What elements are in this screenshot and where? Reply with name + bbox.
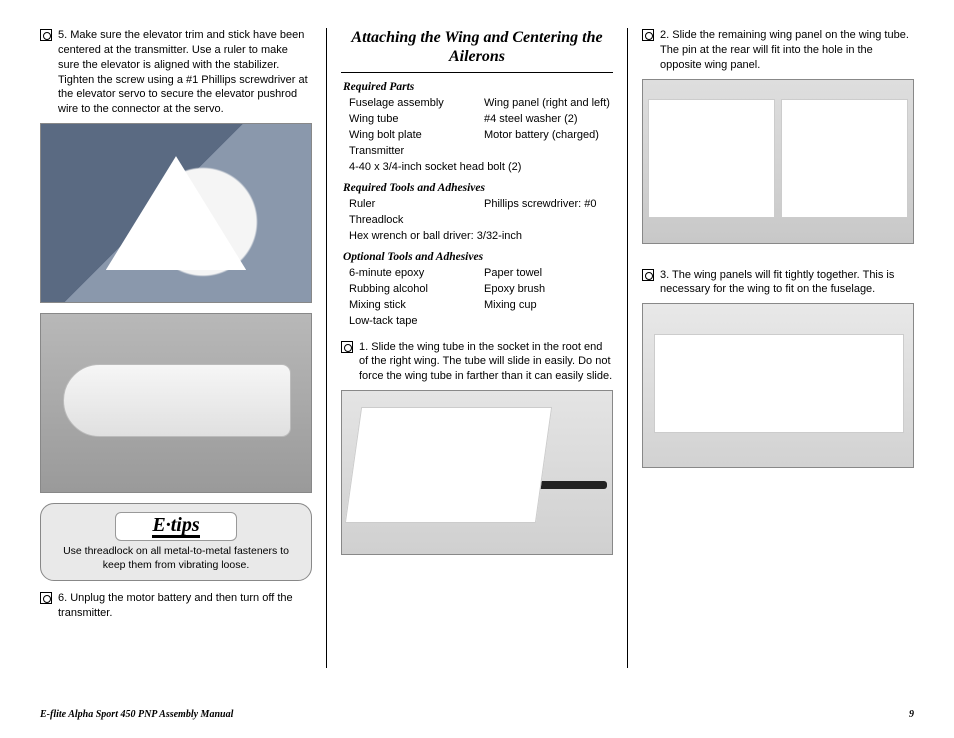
step-2: 2. Slide the remaining wing panel on the… bbox=[642, 28, 914, 73]
required-tools-head: Required Tools and Adhesives bbox=[343, 182, 613, 194]
column-left: 5. Make sure the elevator trim and stick… bbox=[40, 28, 326, 668]
photo-fuselage-servo bbox=[40, 313, 312, 493]
column-middle: Attaching the Wing and Centering the Ail… bbox=[326, 28, 628, 668]
part: Wing panel (right and left) bbox=[484, 96, 613, 112]
tool: Hex wrench or ball driver: 3/32-inch bbox=[349, 229, 613, 245]
tool: Phillips screwdriver: #0 bbox=[484, 197, 613, 213]
tool: Paper towel bbox=[484, 266, 613, 282]
section-title: Attaching the Wing and Centering the Ail… bbox=[341, 28, 613, 73]
tool: Ruler bbox=[349, 197, 478, 213]
step-1: 1. Slide the wing tube in the socket in … bbox=[341, 340, 613, 385]
tips-brand: E·tips bbox=[152, 515, 199, 538]
step-2-text: 2. Slide the remaining wing panel on the… bbox=[660, 28, 914, 73]
required-parts-list: Fuselage assembly Wing panel (right and … bbox=[349, 96, 613, 176]
step-5-text: 5. Make sure the elevator trim and stick… bbox=[58, 28, 312, 117]
tool: Threadlock bbox=[349, 213, 478, 229]
tool: Rubbing alcohol bbox=[349, 282, 478, 298]
part: 4-40 x 3/4-inch socket head bolt (2) bbox=[349, 160, 613, 176]
column-right: 2. Slide the remaining wing panel on the… bbox=[628, 28, 914, 668]
photo-wing-join bbox=[642, 79, 914, 244]
optional-tools-list: 6-minute epoxy Paper towel Rubbing alcoh… bbox=[349, 266, 613, 330]
part: #4 steel washer (2) bbox=[484, 112, 613, 128]
tool: Mixing cup bbox=[484, 298, 613, 314]
tips-box: E·tips Use threadlock on all metal-to-me… bbox=[40, 503, 312, 581]
page-number: 9 bbox=[909, 709, 914, 720]
part: Wing bolt plate bbox=[349, 128, 478, 144]
step-6: 6. Unplug the motor battery and then tur… bbox=[40, 591, 312, 621]
tips-text: Use threadlock on all metal-to-metal fas… bbox=[51, 545, 301, 572]
step-3-text: 3. The wing panels will fit tightly toge… bbox=[660, 268, 914, 298]
tool: Epoxy brush bbox=[484, 282, 613, 298]
checkbox-icon bbox=[642, 29, 654, 41]
optional-tools-head: Optional Tools and Adhesives bbox=[343, 251, 613, 263]
footer: E-flite Alpha Sport 450 PNP Assembly Man… bbox=[40, 709, 914, 720]
part: Motor battery (charged) bbox=[484, 128, 613, 144]
checkbox-icon bbox=[341, 341, 353, 353]
tips-logo: E·tips bbox=[115, 512, 236, 541]
step-3: 3. The wing panels will fit tightly toge… bbox=[642, 268, 914, 298]
required-parts-head: Required Parts bbox=[343, 81, 613, 93]
tool: Mixing stick bbox=[349, 298, 478, 314]
step-6-text: 6. Unplug the motor battery and then tur… bbox=[58, 591, 312, 621]
photo-elevator-align bbox=[40, 123, 312, 303]
footer-title: E-flite Alpha Sport 450 PNP Assembly Man… bbox=[40, 709, 233, 720]
step-5: 5. Make sure the elevator trim and stick… bbox=[40, 28, 312, 117]
checkbox-icon bbox=[642, 269, 654, 281]
step-1-text: 1. Slide the wing tube in the socket in … bbox=[359, 340, 613, 385]
photo-wing-tube bbox=[341, 390, 613, 555]
checkbox-icon bbox=[40, 592, 52, 604]
checkbox-icon bbox=[40, 29, 52, 41]
part: Fuselage assembly bbox=[349, 96, 478, 112]
photo-wing-full bbox=[642, 303, 914, 468]
part: Wing tube bbox=[349, 112, 478, 128]
required-tools-list: Ruler Phillips screwdriver: #0 Threadloc… bbox=[349, 197, 613, 245]
tool: 6-minute epoxy bbox=[349, 266, 478, 282]
part: Transmitter bbox=[349, 144, 478, 160]
tool: Low-tack tape bbox=[349, 314, 478, 330]
